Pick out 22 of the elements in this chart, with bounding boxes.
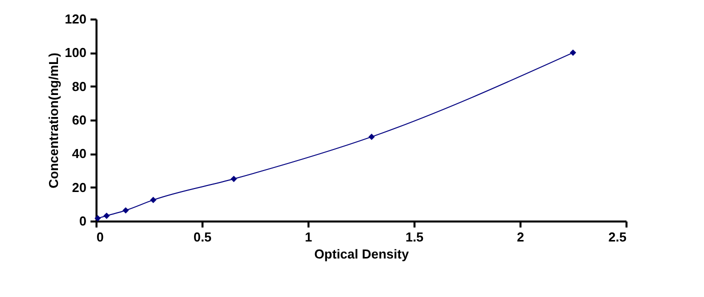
point: [150, 196, 156, 204]
y-tick-label: 20: [72, 180, 86, 195]
y-tick-label: 100: [64, 45, 86, 60]
x-axis-title: Optical Density: [314, 246, 410, 262]
y-axis-title: Concentration(ng/mL): [46, 52, 61, 188]
x-tick-label: 1.5: [405, 230, 424, 244]
y-tick-label: 80: [72, 78, 86, 94]
y-tick-label: 0: [79, 214, 86, 228]
x-tick-label: 0: [96, 230, 104, 244]
x-tick-label: 2: [516, 230, 524, 244]
point: [570, 50, 576, 56]
y-tick-label: 60: [72, 112, 86, 128]
point: [368, 134, 375, 140]
y-tick-label: 120: [64, 12, 86, 26]
y-tick-label: 40: [72, 146, 86, 162]
point: [230, 176, 237, 182]
x-tick-label: 1: [304, 230, 312, 244]
point: [122, 207, 129, 214]
point: [103, 212, 110, 219]
point: [94, 215, 101, 222]
x-tick-label: 2.5: [608, 230, 626, 244]
x-tick-label: 0.5: [193, 230, 212, 244]
